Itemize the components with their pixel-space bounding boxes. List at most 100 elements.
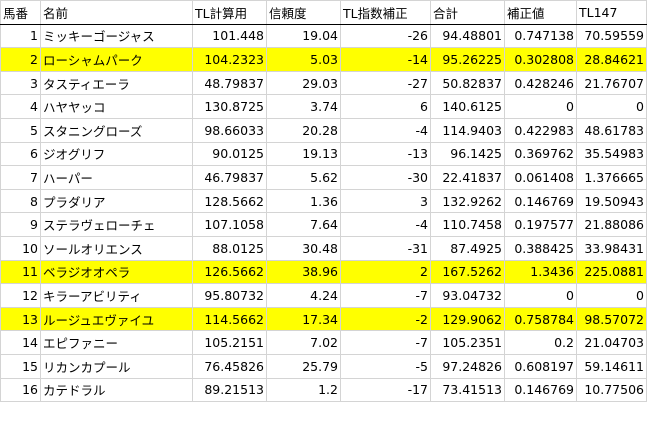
cell-correction-value[interactable]: 0.747138 bbox=[504, 23, 577, 49]
cell-tl147[interactable]: 59.14611 bbox=[576, 353, 647, 379]
cell-tl-calc[interactable]: 128.5662 bbox=[192, 188, 267, 214]
header-cell-corr[interactable]: TL指数補正 bbox=[340, 0, 431, 25]
cell-correction-value[interactable]: 0.369762 bbox=[504, 141, 577, 167]
cell-tl147[interactable]: 21.76707 bbox=[576, 70, 647, 96]
cell-tl-calc[interactable]: 89.21513 bbox=[192, 377, 267, 403]
cell-tl147[interactable]: 0 bbox=[576, 94, 647, 119]
cell-horse-number[interactable]: 13 bbox=[0, 306, 41, 332]
cell-tl-correction[interactable]: -31 bbox=[340, 235, 431, 261]
cell-reliability[interactable]: 20.28 bbox=[266, 117, 341, 143]
cell-correction-value[interactable]: 0.388425 bbox=[504, 235, 577, 261]
cell-reliability[interactable]: 1.2 bbox=[266, 377, 341, 403]
cell-horse-name[interactable]: ルージュエヴァイユ bbox=[40, 306, 193, 332]
cell-tl147[interactable]: 19.50943 bbox=[576, 188, 647, 214]
header-cell-name[interactable]: 名前 bbox=[40, 0, 193, 25]
cell-reliability[interactable]: 25.79 bbox=[266, 353, 341, 379]
cell-total[interactable]: 22.41837 bbox=[430, 165, 505, 190]
cell-tl-calc[interactable]: 90.0125 bbox=[192, 141, 267, 167]
cell-tl-correction[interactable]: -13 bbox=[340, 141, 431, 167]
cell-correction-value[interactable]: 0.758784 bbox=[504, 306, 577, 332]
cell-reliability[interactable]: 38.96 bbox=[266, 259, 341, 285]
cell-tl-correction[interactable]: -14 bbox=[340, 47, 431, 72]
cell-total[interactable]: 105.2351 bbox=[430, 330, 505, 355]
cell-horse-name[interactable]: カテドラル bbox=[40, 377, 193, 403]
cell-reliability[interactable]: 1.36 bbox=[266, 188, 341, 214]
cell-tl-correction[interactable]: 3 bbox=[340, 188, 431, 214]
cell-reliability[interactable]: 3.74 bbox=[266, 94, 341, 119]
cell-horse-name[interactable]: ジオグリフ bbox=[40, 141, 193, 167]
cell-tl-calc[interactable]: 95.80732 bbox=[192, 283, 267, 308]
cell-reliability[interactable]: 7.64 bbox=[266, 212, 341, 237]
cell-tl-calc[interactable]: 114.5662 bbox=[192, 306, 267, 332]
cell-tl-correction[interactable]: -17 bbox=[340, 377, 431, 403]
cell-horse-name[interactable]: スタニングローズ bbox=[40, 117, 193, 143]
cell-tl-calc[interactable]: 46.79837 bbox=[192, 165, 267, 190]
cell-horse-number[interactable]: 16 bbox=[0, 377, 41, 403]
cell-horse-name[interactable]: キラーアビリティ bbox=[40, 283, 193, 308]
cell-tl-correction[interactable]: -5 bbox=[340, 353, 431, 379]
cell-reliability[interactable]: 30.48 bbox=[266, 235, 341, 261]
cell-horse-name[interactable]: ローシャムパーク bbox=[40, 47, 193, 72]
cell-correction-value[interactable]: 1.3436 bbox=[504, 259, 577, 285]
cell-tl-correction[interactable]: 6 bbox=[340, 94, 431, 119]
cell-correction-value[interactable]: 0.146769 bbox=[504, 377, 577, 403]
cell-total[interactable]: 97.24826 bbox=[430, 353, 505, 379]
cell-correction-value[interactable]: 0.422983 bbox=[504, 117, 577, 143]
cell-tl-correction[interactable]: -4 bbox=[340, 117, 431, 143]
cell-horse-name[interactable]: プラダリア bbox=[40, 188, 193, 214]
cell-tl-correction[interactable]: -30 bbox=[340, 165, 431, 190]
cell-tl-calc[interactable]: 107.1058 bbox=[192, 212, 267, 237]
cell-horse-number[interactable]: 4 bbox=[0, 94, 41, 119]
cell-horse-number[interactable]: 3 bbox=[0, 70, 41, 96]
cell-tl-calc[interactable]: 48.79837 bbox=[192, 70, 267, 96]
cell-horse-number[interactable]: 15 bbox=[0, 353, 41, 379]
cell-tl147[interactable]: 0 bbox=[576, 283, 647, 308]
header-cell-no[interactable]: 馬番 bbox=[0, 0, 41, 25]
cell-tl-calc[interactable]: 104.2323 bbox=[192, 47, 267, 72]
cell-tl147[interactable]: 35.54983 bbox=[576, 141, 647, 167]
cell-correction-value[interactable]: 0.608197 bbox=[504, 353, 577, 379]
cell-tl147[interactable]: 98.57072 bbox=[576, 306, 647, 332]
cell-total[interactable]: 87.4925 bbox=[430, 235, 505, 261]
cell-reliability[interactable]: 29.03 bbox=[266, 70, 341, 96]
cell-tl147[interactable]: 70.59559 bbox=[576, 23, 647, 49]
cell-correction-value[interactable]: 0.2 bbox=[504, 330, 577, 355]
cell-tl-correction[interactable]: -26 bbox=[340, 23, 431, 49]
cell-horse-name[interactable]: ミッキーゴージャス bbox=[40, 23, 193, 49]
cell-reliability[interactable]: 7.02 bbox=[266, 330, 341, 355]
cell-horse-name[interactable]: リカンカプール bbox=[40, 353, 193, 379]
cell-horse-name[interactable]: エピファニー bbox=[40, 330, 193, 355]
cell-correction-value[interactable]: 0.146769 bbox=[504, 188, 577, 214]
cell-tl-calc[interactable]: 130.8725 bbox=[192, 94, 267, 119]
cell-correction-value[interactable]: 0 bbox=[504, 283, 577, 308]
cell-tl-correction[interactable]: -4 bbox=[340, 212, 431, 237]
cell-horse-number[interactable]: 11 bbox=[0, 259, 41, 285]
cell-reliability[interactable]: 17.34 bbox=[266, 306, 341, 332]
cell-tl-correction[interactable]: -7 bbox=[340, 330, 431, 355]
cell-total[interactable]: 140.6125 bbox=[430, 94, 505, 119]
cell-total[interactable]: 110.7458 bbox=[430, 212, 505, 237]
cell-tl-calc[interactable]: 126.5662 bbox=[192, 259, 267, 285]
header-cell-val[interactable]: 補正値 bbox=[504, 0, 577, 25]
cell-reliability[interactable]: 19.13 bbox=[266, 141, 341, 167]
cell-total[interactable]: 50.82837 bbox=[430, 70, 505, 96]
cell-horse-number[interactable]: 9 bbox=[0, 212, 41, 237]
cell-tl-calc[interactable]: 101.448 bbox=[192, 23, 267, 49]
cell-horse-number[interactable]: 10 bbox=[0, 235, 41, 261]
cell-tl147[interactable]: 21.88086 bbox=[576, 212, 647, 237]
cell-horse-name[interactable]: ハーパー bbox=[40, 165, 193, 190]
cell-total[interactable]: 129.9062 bbox=[430, 306, 505, 332]
cell-horse-number[interactable]: 8 bbox=[0, 188, 41, 214]
cell-tl-correction[interactable]: -2 bbox=[340, 306, 431, 332]
cell-tl-correction[interactable]: 2 bbox=[340, 259, 431, 285]
cell-tl147[interactable]: 10.77506 bbox=[576, 377, 647, 403]
cell-tl-correction[interactable]: -27 bbox=[340, 70, 431, 96]
cell-correction-value[interactable]: 0.428246 bbox=[504, 70, 577, 96]
cell-tl-calc[interactable]: 88.0125 bbox=[192, 235, 267, 261]
header-cell-trust[interactable]: 信頼度 bbox=[266, 0, 341, 25]
cell-total[interactable]: 93.04732 bbox=[430, 283, 505, 308]
cell-tl147[interactable]: 225.0881 bbox=[576, 259, 647, 285]
cell-reliability[interactable]: 5.62 bbox=[266, 165, 341, 190]
cell-correction-value[interactable]: 0.302808 bbox=[504, 47, 577, 72]
cell-reliability[interactable]: 4.24 bbox=[266, 283, 341, 308]
